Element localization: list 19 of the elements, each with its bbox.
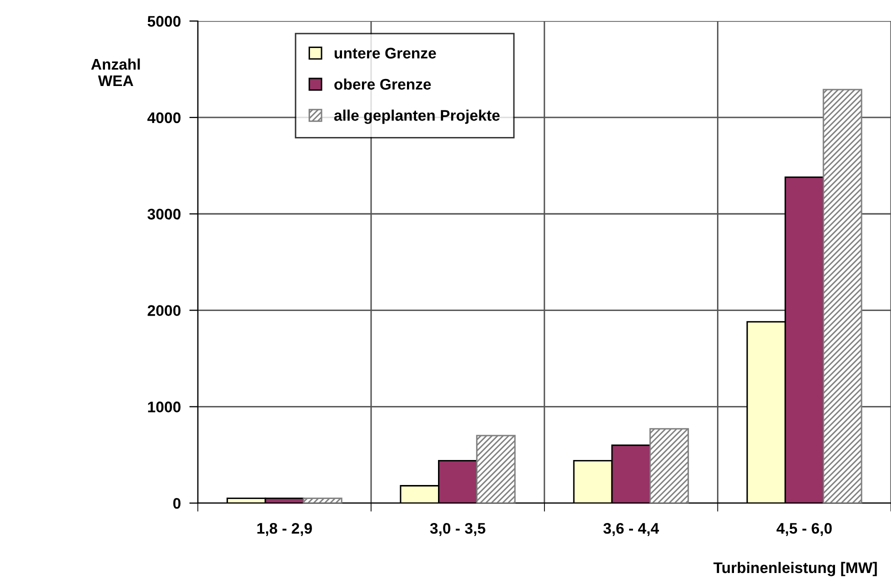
x-tick-label: 3,6 - 4,4 — [603, 522, 659, 536]
x-tick-label: 4,5 - 6,0 — [776, 522, 832, 536]
bar — [302, 498, 342, 504]
y-tick-label: 3000 — [148, 208, 181, 220]
bar — [649, 428, 689, 504]
y-axis-title: Anzahl WEA — [91, 58, 140, 86]
y-tick-label: 2000 — [148, 305, 181, 316]
legend-label: obere Grenze — [334, 78, 431, 90]
y-tick-label: 1000 — [148, 402, 181, 412]
y-tick-label: 5000 — [148, 16, 181, 27]
bar — [476, 434, 516, 504]
x-axis-title: Turbinenleistung [MW] — [713, 562, 877, 576]
y-tick-label: 4000 — [147, 112, 181, 124]
legend-label: untere Grenze — [334, 48, 436, 59]
x-tick-label: 3,0 - 3,5 — [430, 522, 486, 536]
y-tick-label: 0 — [173, 498, 181, 509]
bar — [822, 88, 862, 504]
x-tick-label: 1,8 - 2,9 — [257, 522, 312, 536]
legend-label: alle geplanten Projekte — [334, 110, 500, 124]
